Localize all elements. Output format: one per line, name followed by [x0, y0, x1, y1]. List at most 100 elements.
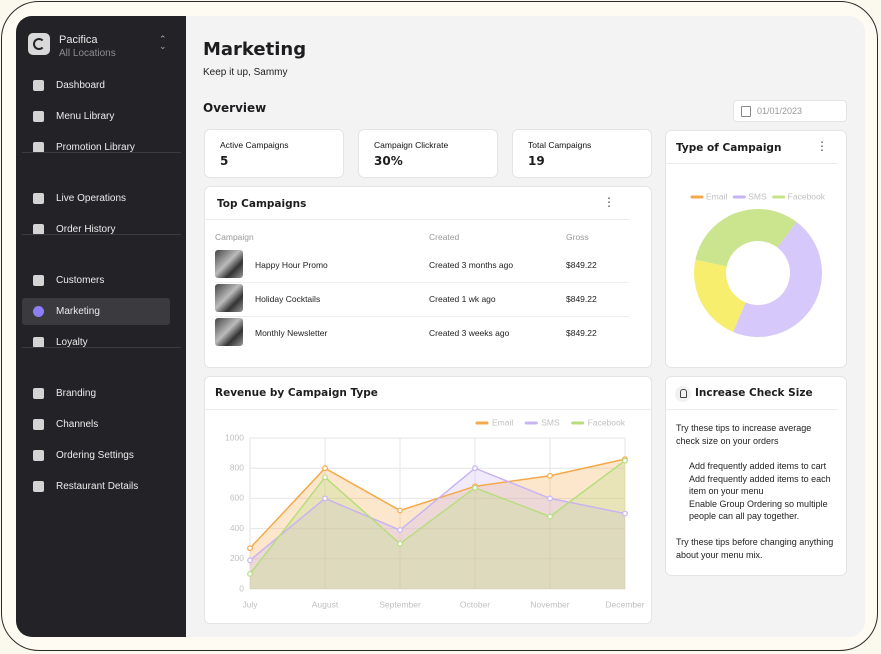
table-cell: $849.22 — [566, 260, 597, 270]
nav-item[interactable]: Loyalty — [56, 337, 88, 348]
sidebar — [16, 16, 186, 637]
point — [547, 472, 553, 479]
x-tick-label: December — [605, 599, 644, 609]
nav-item[interactable]: Live Operations — [56, 193, 127, 204]
section-title: Overview — [203, 101, 267, 115]
point — [622, 457, 628, 464]
card-title: Revenue by Campaign Type — [215, 387, 378, 399]
y-tick-label: 800 — [230, 462, 244, 472]
nav-item[interactable]: Channels — [56, 419, 99, 430]
bulb-shape — [680, 389, 687, 398]
table-cell: Created 1 wk ago — [429, 294, 496, 304]
point — [472, 484, 478, 491]
thumbnail — [215, 318, 243, 346]
date-picker[interactable]: 01/01/2023 — [733, 100, 847, 122]
donut-segment — [695, 209, 797, 267]
nav-icon — [33, 306, 44, 317]
tip-item: Enable Group Ordering so multiple people… — [689, 498, 828, 522]
nav-icon — [33, 142, 44, 153]
point — [322, 465, 328, 472]
point — [622, 510, 628, 517]
stat-value: 19 — [528, 154, 545, 168]
nav-item[interactable]: Order History — [56, 224, 116, 235]
tips-card: Increase Check Size Try these tips to in… — [665, 376, 847, 576]
date-text: 01/01/2023 — [757, 106, 803, 116]
column-header: Gross — [566, 232, 589, 242]
line — [249, 460, 626, 575]
stat-card: Total Campaigns 19 — [512, 129, 652, 178]
nav-item[interactable]: Marketing — [56, 306, 100, 317]
nav-item[interactable]: Customers — [56, 275, 105, 286]
line-chart: 0 200 400 600 800 1000 July August September Octo… — [225, 417, 645, 609]
nav-item[interactable]: Dashboard — [56, 80, 105, 91]
row-divider — [215, 282, 629, 283]
stat-label: Total Campaigns — [528, 140, 592, 150]
point — [247, 545, 253, 552]
logo-mark — [33, 38, 45, 50]
page-subtitle: Keep it up, Sammy — [203, 67, 288, 78]
point — [547, 495, 553, 502]
legend-label: Facebook — [588, 417, 626, 427]
tip-item: Add frequently added items to cart — [689, 461, 827, 471]
point — [247, 557, 253, 564]
x-tick-label: September — [379, 599, 421, 609]
thumbnail — [215, 250, 243, 278]
location-chevron[interactable]: ⌃ ⌄ — [159, 34, 167, 51]
nav-item[interactable]: Restaurant Details — [56, 481, 139, 492]
y-tick-label: 0 — [239, 583, 244, 593]
x-tick-label: July — [242, 599, 258, 609]
point — [397, 527, 403, 534]
nav-icon — [33, 337, 44, 348]
donut-chart: Email SMS Facebook — [690, 191, 826, 337]
bulb-icon — [675, 386, 691, 402]
nav-icon — [33, 193, 44, 204]
nav-item[interactable]: Menu Library — [56, 111, 115, 122]
nav-item[interactable]: Branding — [56, 388, 97, 399]
line — [249, 467, 626, 561]
nav-item[interactable]: Ordering Settings — [56, 450, 134, 461]
legend-label: Facebook — [788, 191, 826, 201]
thumbnail — [215, 284, 243, 312]
y-tick-label: 200 — [230, 553, 244, 563]
point — [247, 570, 253, 577]
table-cell: Holiday Cocktails — [255, 294, 321, 304]
legend-label: SMS — [748, 191, 767, 201]
nav-icon — [33, 419, 44, 430]
stat-card: Campaign Clickrate 30% — [358, 129, 498, 178]
revenue-card: Revenue by Campaign Type 0 200 400 600 800 10… — [204, 376, 652, 624]
nav-item[interactable]: Promotion Library — [56, 142, 135, 153]
column-header: Created — [429, 232, 460, 242]
stat-card: Active Campaigns 5 — [204, 129, 344, 178]
nav-icon — [33, 388, 44, 399]
stat-label: Active Campaigns — [220, 140, 289, 150]
table-cell: Happy Hour Promo — [255, 260, 328, 270]
card-title: Increase Check Size — [695, 387, 813, 399]
nav-divider — [22, 234, 181, 235]
more-menu[interactable]: ⋮ — [603, 195, 615, 209]
legend-label: Email — [492, 417, 513, 427]
page-title: Marketing — [203, 39, 307, 60]
stat-label: Campaign Clickrate — [374, 140, 449, 150]
row-divider — [215, 316, 629, 317]
nav-icon — [33, 450, 44, 461]
point — [322, 495, 328, 502]
brand-location[interactable]: All Locations — [59, 48, 116, 59]
stat-value: 5 — [220, 154, 229, 168]
x-tick-label: October — [460, 599, 490, 609]
nav-icon — [33, 275, 44, 286]
y-tick-label: 1000 — [225, 432, 244, 442]
nav-icon — [33, 111, 44, 122]
tips-outro: Try these tips before changing anything … — [676, 537, 834, 560]
y-tick-label: 600 — [230, 493, 244, 503]
donut-segment — [733, 222, 822, 337]
divider — [205, 219, 629, 220]
more-menu[interactable]: ⋮ — [816, 139, 828, 153]
area — [250, 468, 625, 589]
tip-item: Add frequently added items to each item … — [689, 473, 831, 497]
point — [397, 507, 403, 514]
tips-intro: Try these tips to increase average check… — [676, 423, 812, 446]
table-cell: Created 3 weeks ago — [429, 328, 510, 338]
divider — [205, 409, 651, 410]
nav-icon — [33, 224, 44, 235]
